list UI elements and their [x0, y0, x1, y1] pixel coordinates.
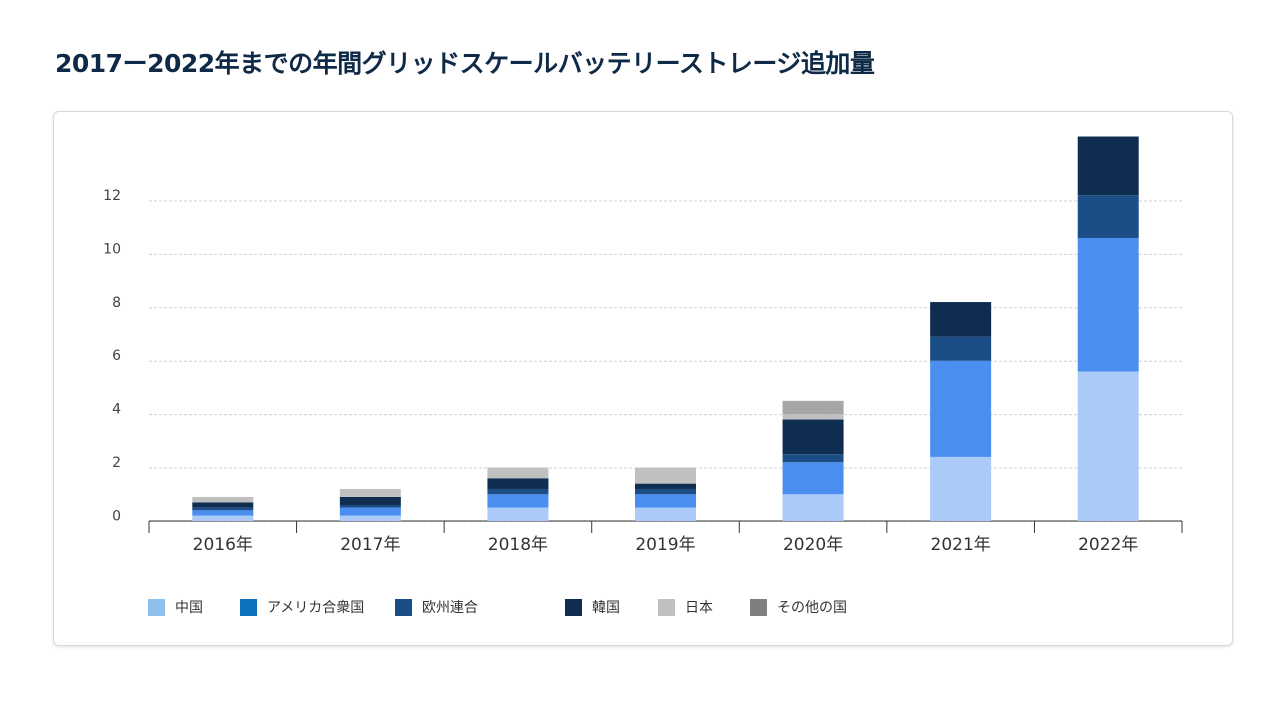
- bar-segment: [192, 515, 254, 521]
- x-tick-label: 2020年: [783, 535, 843, 555]
- bar-segment: [487, 488, 549, 495]
- legend-label: その他の国: [777, 600, 847, 616]
- legend-swatch: [148, 598, 165, 616]
- bar-segment: [1077, 136, 1139, 196]
- bar-segment: [930, 336, 992, 361]
- legend-item: アメリカ合衆国: [240, 597, 364, 617]
- legend-swatch: [565, 598, 582, 616]
- bar-segment: [487, 494, 549, 508]
- x-tick-label: 2019年: [635, 535, 695, 555]
- bar-segment: [1077, 371, 1139, 521]
- y-tick-label: 4: [112, 402, 121, 418]
- bar-segment: [635, 488, 696, 495]
- stacked-bar-chart: 0 2 4 6 8 10 12 2016年 2017年 2018年 2019年 2020年 2021年 2…: [103, 136, 1183, 555]
- x-tick-label: 2017年: [340, 535, 400, 555]
- x-tick-label: 2021年: [931, 535, 991, 555]
- legend-label: アメリカ合衆国: [267, 600, 365, 616]
- legend-label: 中国: [175, 600, 203, 616]
- bar-segment: [782, 454, 844, 463]
- bar-segment: [635, 507, 696, 521]
- legend-label: 欧州連合: [422, 600, 478, 616]
- bar-segment: [635, 483, 696, 489]
- legend-swatch: [658, 598, 675, 616]
- bar-segment: [1077, 195, 1139, 238]
- y-tick-label: 6: [112, 348, 121, 364]
- bar-segment: [930, 302, 992, 337]
- y-tick-label: 2: [112, 455, 121, 471]
- bar-segment: [782, 400, 844, 415]
- bar-segment: [782, 494, 844, 521]
- bar-segment: [635, 467, 696, 484]
- bar-segment: [192, 507, 254, 511]
- bar-segment: [930, 360, 992, 457]
- bar-segment: [930, 456, 992, 521]
- y-tick-label: 0: [112, 508, 121, 524]
- legend-label: 日本: [685, 600, 713, 616]
- bar-segment: [782, 419, 844, 455]
- bar-segment: [192, 496, 254, 503]
- page-title: 2017ー2022年までの年間グリッドスケールバッテリーストレージ追加量: [55, 49, 875, 78]
- bar-segment: [782, 414, 844, 420]
- bar-segment: [192, 502, 254, 508]
- bar-segment: [635, 494, 696, 508]
- legend-swatch: [395, 598, 412, 616]
- legend-swatch: [240, 598, 257, 616]
- chart-card: 0 2 4 6 8 10 12 2016年 2017年 2018年 2019年 2020年 2021年 2…: [53, 111, 1233, 646]
- bar-segment: [487, 478, 549, 489]
- bar-segment: [1077, 237, 1139, 372]
- legend-item: 日本: [658, 597, 713, 617]
- legend-item: 欧州連合: [395, 597, 478, 617]
- y-tick-label: 10: [103, 241, 121, 257]
- bar-segment: [339, 507, 401, 516]
- x-tick-label: 2022年: [1078, 535, 1138, 555]
- y-tick-label: 12: [103, 188, 121, 204]
- legend-swatch: [750, 598, 767, 616]
- bar-segment: [339, 504, 401, 508]
- bar-segment: [339, 488, 401, 497]
- bar-segment: [782, 462, 844, 495]
- legend-item: 中国: [148, 597, 203, 617]
- bar-segment: [339, 496, 401, 505]
- legend-item: その他の国: [750, 597, 847, 617]
- x-tick-label: 2016年: [193, 535, 253, 555]
- legend-item: 韓国: [565, 597, 620, 617]
- bar-segment: [487, 467, 549, 479]
- y-tick-label: 8: [112, 295, 121, 311]
- chart-legend: 中国 アメリカ合衆国 欧州連合 韓国 日本 その他の国: [148, 597, 1148, 619]
- bar-segment: [192, 510, 254, 516]
- bar-segment: [339, 515, 401, 521]
- x-tick-label: 2018年: [488, 535, 548, 555]
- bar-segment: [487, 507, 549, 521]
- legend-label: 韓国: [592, 600, 620, 616]
